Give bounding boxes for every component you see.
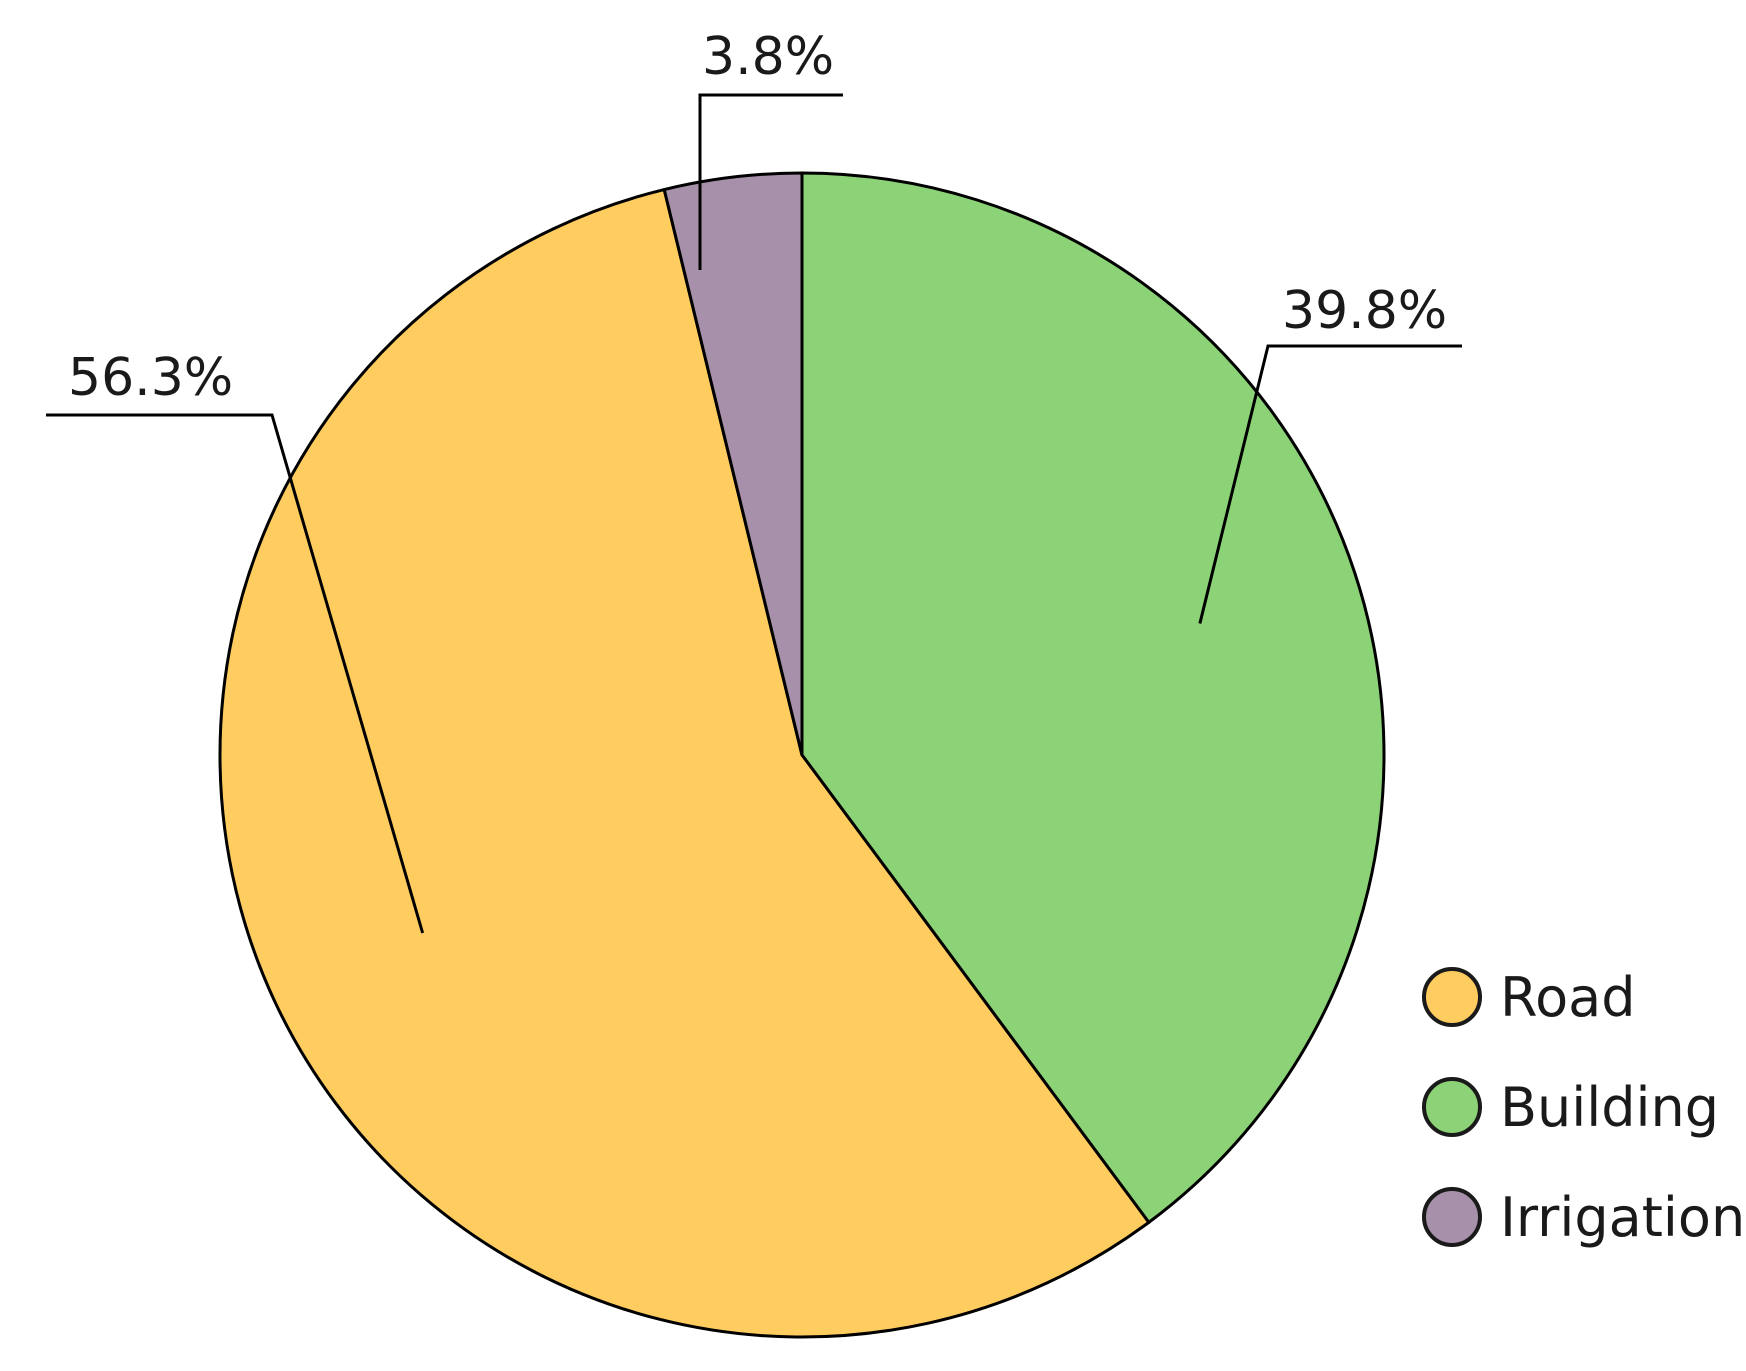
legend-swatch-building: [1422, 1077, 1482, 1137]
legend-label-irrigation: Irrigation: [1500, 1186, 1745, 1249]
data-label-road: 56.3%: [68, 348, 233, 408]
leader-line-building: [1198, 344, 1462, 624]
data-label-irrigation: 3.8%: [702, 27, 834, 87]
pie-slices: [218, 171, 1386, 1339]
legend-label-road: Road: [1500, 966, 1636, 1029]
leader-line-irrigation: [698, 93, 843, 270]
pie-slice-building: [800, 171, 1386, 1224]
data-labels: 56.3% 39.8% 3.8%: [68, 27, 1447, 408]
pie-slice-irrigation: [662, 171, 804, 757]
pie-slice-road: [218, 188, 1151, 1339]
leader-lines: [46, 93, 1462, 934]
legend-item-building: Building: [1422, 1076, 1719, 1139]
leader-line-road: [46, 413, 425, 934]
legend-label-building: Building: [1500, 1076, 1719, 1139]
legend: Road Building Irrigation: [1422, 966, 1745, 1249]
legend-item-road: Road: [1422, 966, 1636, 1029]
legend-item-irrigation: Irrigation: [1422, 1186, 1745, 1249]
data-label-building: 39.8%: [1282, 281, 1447, 341]
legend-swatch-irrigation: [1422, 1187, 1482, 1247]
legend-swatch-road: [1422, 967, 1482, 1027]
